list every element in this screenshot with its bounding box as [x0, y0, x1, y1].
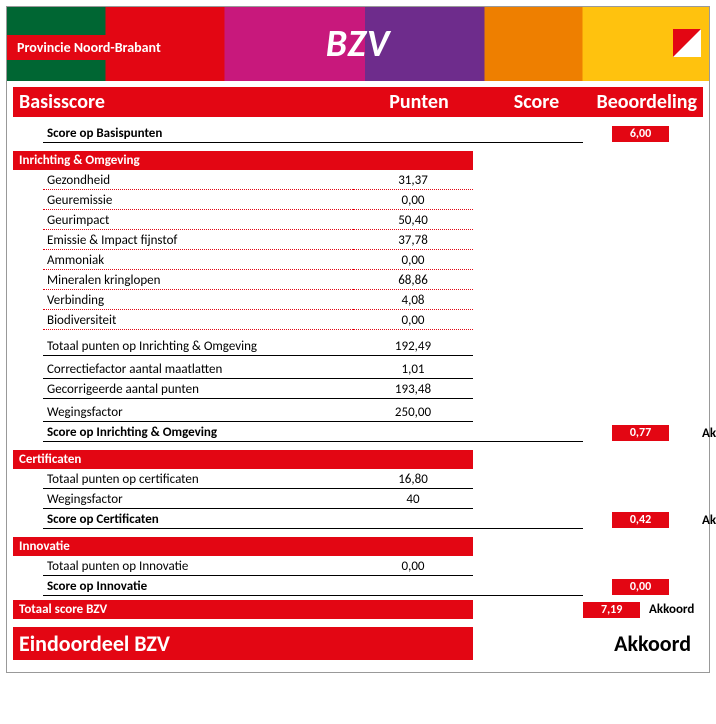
- certificaten-score-value: 0,42: [612, 512, 669, 528]
- inrichting-totaal-row: Totaal punten op Inrichting & Omgeving 1…: [13, 338, 703, 356]
- inrichting-item-row: Mineralen kringlopen68,86: [13, 272, 703, 290]
- inrichting-weging-row: Wegingsfactor 250,00: [13, 404, 703, 422]
- inrichting-score-row: Score op Inrichting & Omgeving 0,77 Akko…: [13, 424, 703, 442]
- basis-score-value: 6,00: [612, 126, 669, 142]
- totaal-row: Totaal score BZV 7,19 Akkoord: [13, 600, 703, 619]
- inrichting-item-value: 0,00: [353, 252, 473, 270]
- inrichting-item-label: Mineralen kringlopen: [43, 272, 353, 290]
- basis-score-label: Score op Basispunten: [43, 125, 583, 143]
- inrichting-item-row: Verbinding4,08: [13, 292, 703, 310]
- col-punten: Punten: [359, 90, 479, 114]
- innovatie-score-row: Score op Innovatie 0,00: [13, 578, 703, 596]
- totaal-value: 7,19: [583, 602, 640, 618]
- certificaten-totaal-value: 16,80: [353, 471, 473, 489]
- eindoordeel-value: Akkoord: [588, 630, 703, 657]
- col-beoordeling: Beoordeling: [594, 90, 697, 114]
- inrichting-weging-value: 250,00: [353, 404, 473, 422]
- inrichting-score-value: 0,77: [612, 425, 669, 441]
- col-basis: Basisscore: [19, 90, 359, 114]
- totaal-label: Totaal score BZV: [13, 600, 473, 619]
- section-inrichting-title: Inrichting & Omgeving: [13, 151, 473, 170]
- inrichting-item-label: Geuremissie: [43, 192, 353, 210]
- inrichting-item-value: 0,00: [353, 192, 473, 210]
- header-banner: Provincie Noord-Brabant BZV: [7, 7, 709, 81]
- certificaten-weging-label: Wegingsfactor: [43, 491, 353, 509]
- inrichting-score-label: Score op Inrichting & Omgeving: [43, 424, 583, 442]
- inrichting-item-value: 31,37: [353, 172, 473, 190]
- certificaten-totaal-row: Totaal punten op certificaten 16,80: [13, 471, 703, 489]
- inrichting-rows: Gezondheid31,37Geuremissie0,00Geurimpact…: [13, 172, 703, 330]
- inrichting-item-value: 37,78: [353, 232, 473, 250]
- inrichting-item-row: Geuremissie0,00: [13, 192, 703, 210]
- eindoordeel-row: Eindoordeel BZV Akkoord: [13, 627, 703, 660]
- inrichting-item-row: Biodiversiteit0,00: [13, 312, 703, 330]
- certificaten-weging-value: 40: [353, 491, 473, 509]
- provincie-label: Provincie Noord-Brabant: [7, 35, 171, 60]
- innovatie-totaal-label: Totaal punten op Innovatie: [43, 558, 353, 576]
- column-header-bar: Basisscore Punten Score Beoordeling: [13, 87, 703, 117]
- inrichting-gecorr-row: Gecorrigeerde aantal punten 193,48: [13, 381, 703, 399]
- inrichting-item-row: Geurimpact50,40: [13, 212, 703, 230]
- certificaten-totaal-label: Totaal punten op certificaten: [43, 471, 353, 489]
- innovatie-score-value: 0,00: [612, 579, 669, 595]
- inrichting-totaal-label: Totaal punten op Inrichting & Omgeving: [43, 338, 353, 356]
- section-certificaten-title: Certificaten: [13, 450, 473, 469]
- basis-score-row: Score op Basispunten 6,00: [13, 125, 703, 143]
- inrichting-corrfactor-value: 1,01: [353, 361, 473, 379]
- inrichting-item-value: 0,00: [353, 312, 473, 330]
- certificaten-score-row: Score op Certificaten 0,42 Akkoord: [13, 511, 703, 529]
- inrichting-weging-label: Wegingsfactor: [43, 404, 353, 422]
- col-score: Score: [479, 90, 594, 114]
- inrichting-item-value: 68,86: [353, 272, 473, 290]
- inrichting-item-row: Gezondheid31,37: [13, 172, 703, 190]
- inrichting-item-label: Verbinding: [43, 292, 353, 310]
- inrichting-item-label: Gezondheid: [43, 172, 353, 190]
- innovatie-score-label: Score op Innovatie: [43, 578, 583, 596]
- certificaten-weging-row: Wegingsfactor 40: [13, 491, 703, 509]
- inrichting-beoordeling: Akkoord: [698, 425, 716, 442]
- section-innovatie-title: Innovatie: [13, 537, 473, 556]
- inrichting-item-label: Ammoniak: [43, 252, 353, 270]
- logo-icon: [673, 29, 701, 57]
- inrichting-item-label: Geurimpact: [43, 212, 353, 230]
- innovatie-totaal-row: Totaal punten op Innovatie 0,00: [13, 558, 703, 576]
- inrichting-gecorr-label: Gecorrigeerde aantal punten: [43, 381, 353, 399]
- eindoordeel-label: Eindoordeel BZV: [13, 627, 473, 660]
- bzv-title: BZV: [326, 21, 391, 67]
- inrichting-corrfactor-row: Correctiefactor aantal maatlatten 1,01: [13, 361, 703, 379]
- content-area: Basisscore Punten Score Beoordeling Scor…: [7, 81, 709, 672]
- inrichting-item-row: Emissie & Impact fijnstof37,78: [13, 232, 703, 250]
- inrichting-corrfactor-label: Correctiefactor aantal maatlatten: [43, 361, 353, 379]
- certificaten-beoordeling: Akkoord: [698, 512, 716, 529]
- inrichting-item-label: Biodiversiteit: [43, 312, 353, 330]
- inrichting-item-row: Ammoniak0,00: [13, 252, 703, 270]
- scorecard-page: Provincie Noord-Brabant BZV Basisscore P…: [6, 6, 710, 673]
- inrichting-totaal-value: 192,49: [353, 338, 473, 356]
- inrichting-item-label: Emissie & Impact fijnstof: [43, 232, 353, 250]
- inrichting-item-value: 50,40: [353, 212, 473, 230]
- totaal-beoordeling: Akkoord: [640, 602, 703, 617]
- inrichting-item-value: 4,08: [353, 292, 473, 310]
- certificaten-score-label: Score op Certificaten: [43, 511, 583, 529]
- innovatie-totaal-value: 0,00: [353, 558, 473, 576]
- inrichting-gecorr-value: 193,48: [353, 381, 473, 399]
